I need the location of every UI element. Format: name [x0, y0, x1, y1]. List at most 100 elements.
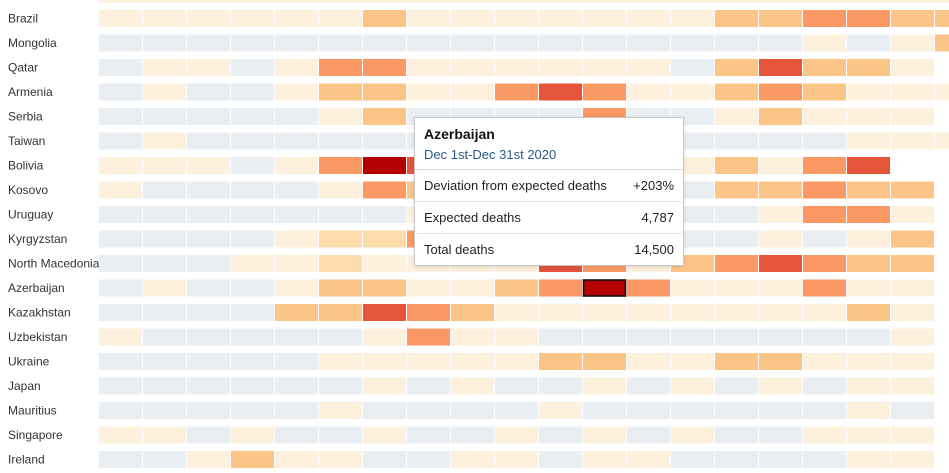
heatmap-cell[interactable]	[583, 377, 626, 395]
heatmap-cell[interactable]	[319, 181, 362, 199]
heatmap-cell[interactable]	[99, 181, 142, 199]
heatmap-cell[interactable]	[759, 402, 802, 419]
heatmap-cell[interactable]	[99, 132, 142, 150]
heatmap-cell[interactable]	[451, 402, 494, 419]
heatmap-cell[interactable]	[363, 353, 406, 370]
heatmap-cell[interactable]	[539, 451, 582, 468]
heatmap-cell[interactable]	[891, 132, 934, 150]
heatmap-cell[interactable]	[319, 451, 362, 468]
heatmap-cell[interactable]	[539, 83, 582, 101]
heatmap-cell[interactable]	[275, 426, 318, 444]
heatmap-cell[interactable]	[715, 230, 758, 248]
heatmap-cell[interactable]	[715, 426, 758, 444]
heatmap-cell[interactable]	[671, 377, 714, 395]
heatmap-cell[interactable]	[231, 377, 274, 395]
heatmap-cell[interactable]	[143, 132, 186, 150]
heatmap-cell[interactable]	[759, 59, 802, 76]
heatmap-cell[interactable]	[891, 230, 934, 248]
heatmap-cell[interactable]	[143, 181, 186, 199]
heatmap-cell[interactable]	[803, 426, 846, 444]
heatmap-cell[interactable]	[847, 377, 890, 395]
heatmap-cell[interactable]	[715, 353, 758, 370]
heatmap-cell[interactable]	[143, 108, 186, 125]
heatmap-cell[interactable]	[495, 34, 538, 52]
heatmap-cell[interactable]	[143, 10, 186, 27]
heatmap-cell[interactable]	[583, 304, 626, 321]
heatmap-cell[interactable]	[143, 353, 186, 370]
heatmap-cell[interactable]	[99, 83, 142, 101]
heatmap-cell[interactable]	[891, 426, 934, 444]
heatmap-cell[interactable]	[583, 59, 626, 76]
heatmap-cell[interactable]	[363, 304, 406, 321]
heatmap-cell[interactable]	[319, 328, 362, 346]
heatmap-cell[interactable]	[627, 10, 670, 27]
heatmap-cell[interactable]	[627, 59, 670, 76]
heatmap-cell[interactable]	[187, 10, 230, 27]
heatmap-cell[interactable]	[363, 10, 406, 27]
heatmap-cell[interactable]	[407, 353, 450, 370]
heatmap-cell[interactable]	[363, 181, 406, 199]
heatmap-cell[interactable]	[583, 353, 626, 370]
heatmap-cell[interactable]	[803, 108, 846, 125]
heatmap-cell[interactable]	[715, 132, 758, 150]
heatmap-cell[interactable]	[143, 230, 186, 248]
heatmap-cell[interactable]	[143, 451, 186, 468]
heatmap-cell[interactable]	[407, 59, 450, 76]
heatmap-cell[interactable]	[407, 279, 450, 297]
heatmap-cell[interactable]	[539, 328, 582, 346]
heatmap-cell[interactable]	[847, 402, 890, 419]
heatmap-cell[interactable]	[495, 328, 538, 346]
heatmap-cell[interactable]	[495, 353, 538, 370]
heatmap-cell[interactable]	[891, 328, 934, 346]
heatmap-cell[interactable]	[451, 328, 494, 346]
heatmap-cell[interactable]	[187, 328, 230, 346]
heatmap-cell[interactable]	[495, 402, 538, 419]
heatmap-cell[interactable]	[715, 402, 758, 419]
heatmap-cell[interactable]	[495, 59, 538, 76]
heatmap-cell[interactable]	[451, 353, 494, 370]
heatmap-cell[interactable]	[539, 426, 582, 444]
heatmap-cell[interactable]	[759, 353, 802, 370]
heatmap-cell[interactable]	[187, 255, 230, 272]
heatmap-cell[interactable]	[187, 157, 230, 174]
heatmap-cell[interactable]	[407, 377, 450, 395]
heatmap-cell[interactable]	[319, 132, 362, 150]
heatmap-cell[interactable]	[99, 34, 142, 52]
heatmap-cell[interactable]	[319, 402, 362, 419]
heatmap-cell[interactable]	[847, 328, 890, 346]
heatmap-cell[interactable]	[187, 34, 230, 52]
heatmap-cell[interactable]	[275, 59, 318, 76]
heatmap-cell[interactable]	[451, 34, 494, 52]
heatmap-cell[interactable]	[847, 451, 890, 468]
heatmap-cell[interactable]	[275, 451, 318, 468]
heatmap-cell[interactable]	[99, 255, 142, 272]
heatmap-cell[interactable]	[495, 304, 538, 321]
heatmap-cell[interactable]	[363, 83, 406, 101]
heatmap-cell[interactable]	[671, 59, 714, 76]
heatmap-cell[interactable]	[451, 451, 494, 468]
heatmap-cell[interactable]	[715, 255, 758, 272]
heatmap-cell[interactable]	[759, 377, 802, 395]
heatmap-cell[interactable]	[363, 108, 406, 125]
heatmap-cell[interactable]	[319, 10, 362, 27]
heatmap-cell[interactable]	[759, 328, 802, 346]
heatmap-cell[interactable]	[759, 83, 802, 101]
heatmap-cell[interactable]	[187, 181, 230, 199]
heatmap-cell[interactable]	[187, 59, 230, 76]
heatmap-cell[interactable]	[759, 304, 802, 321]
heatmap-cell[interactable]	[891, 10, 934, 27]
heatmap-cell[interactable]	[627, 402, 670, 419]
heatmap-cell[interactable]	[275, 132, 318, 150]
heatmap-cell[interactable]	[671, 83, 714, 101]
heatmap-cell[interactable]	[495, 451, 538, 468]
heatmap-cell[interactable]	[803, 328, 846, 346]
heatmap-cell[interactable]	[847, 181, 890, 199]
heatmap-cell[interactable]	[891, 255, 934, 272]
heatmap-cell[interactable]	[627, 377, 670, 395]
heatmap-cell[interactable]	[187, 353, 230, 370]
heatmap-cell[interactable]	[539, 279, 582, 297]
heatmap-cell[interactable]	[143, 255, 186, 272]
heatmap-cell[interactable]	[891, 304, 934, 321]
heatmap-cell[interactable]	[539, 10, 582, 27]
heatmap-cell[interactable]	[803, 451, 846, 468]
